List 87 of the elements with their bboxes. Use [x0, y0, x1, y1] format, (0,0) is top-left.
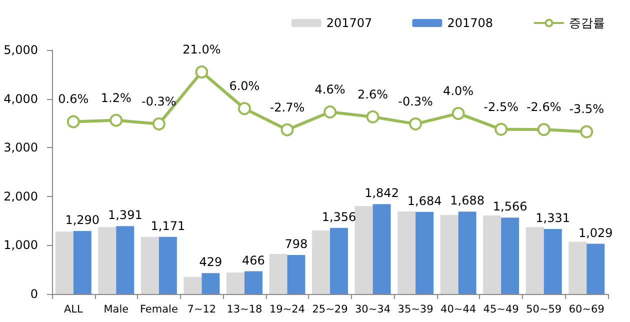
data-label: 1,029: [578, 226, 613, 240]
bar: [226, 272, 244, 294]
bar: [330, 228, 348, 294]
bar: [568, 242, 587, 294]
bar: [416, 212, 434, 294]
x-tick-label: 7~12: [187, 304, 216, 316]
data-label: 1,391: [108, 208, 142, 222]
x-tick-label: 50~59: [526, 304, 562, 316]
bar: [483, 215, 502, 294]
point: [238, 102, 251, 116]
data-label: 1.2%: [100, 90, 132, 105]
bar: [354, 206, 373, 294]
bar: [202, 273, 220, 294]
bar: [526, 227, 544, 294]
x-tick-label: 45~49: [483, 304, 519, 316]
data-label: 0.6%: [58, 92, 89, 106]
data-label: 4.0%: [443, 84, 474, 98]
point: [324, 105, 336, 118]
bar: [140, 236, 159, 294]
x-tick-label: 25~29: [312, 304, 348, 316]
data-label: -0.3%: [142, 94, 176, 108]
x-tick-label: Female: [140, 304, 178, 316]
y-tick-label: 3,000: [4, 140, 38, 155]
x-tick-label: ALL: [64, 304, 83, 316]
bar: [73, 231, 92, 294]
data-label: 1,356: [322, 210, 356, 224]
data-label: 1,566: [492, 200, 528, 214]
data-label: 1,171: [150, 218, 186, 233]
y-tick-label: 0: [30, 287, 38, 301]
point: [366, 110, 380, 124]
data-label: 1,842: [364, 186, 399, 200]
y-tick-label: 4,000: [4, 92, 38, 106]
point: [537, 123, 550, 136]
point: [110, 114, 123, 127]
data-label: 1,688: [450, 194, 484, 208]
point: [280, 123, 294, 136]
point: [452, 106, 465, 120]
bar: [244, 271, 262, 294]
data-label: 466: [242, 253, 265, 268]
bar: [184, 276, 202, 294]
point: [409, 117, 422, 130]
bar: [158, 236, 177, 294]
data-label: 4.6%: [314, 82, 346, 96]
data-label: -3.5%: [569, 102, 604, 116]
data-label: -0.3%: [398, 94, 433, 108]
point: [580, 125, 594, 138]
x-tick-label: Male: [104, 304, 129, 316]
bar: [269, 254, 288, 294]
y-tick-label: 2,000: [4, 189, 38, 204]
bar: [98, 227, 116, 294]
point: [494, 122, 508, 136]
bar: [312, 230, 330, 294]
y-tick-label: 5,000: [4, 43, 38, 57]
bar: [116, 226, 134, 294]
bar: [458, 212, 476, 294]
legend-label: 증감률: [569, 16, 605, 30]
x-tick-label: 30~34: [355, 304, 391, 316]
y-tick-label: 1,000: [4, 238, 38, 252]
bar: [440, 214, 458, 294]
data-label: 1,290: [65, 213, 100, 228]
bar: [501, 218, 520, 294]
bar: [287, 255, 306, 294]
data-label: 798: [284, 237, 308, 252]
data-label: 1,331: [536, 211, 570, 226]
x-tick-label: 35~39: [398, 304, 434, 316]
point: [195, 65, 208, 78]
data-label: 429: [199, 255, 222, 270]
data-label: -2.6%: [526, 100, 562, 114]
x-tick-label: 13~18: [226, 304, 262, 316]
point: [66, 115, 80, 128]
data-label: -2.5%: [484, 100, 518, 114]
x-tick-label: 40~44: [440, 304, 476, 316]
data-label: 2.6%: [358, 87, 388, 102]
bar: [586, 244, 605, 294]
x-tick-label: 19~24: [269, 304, 306, 316]
legend-label: 201708: [447, 16, 494, 30]
data-label: -2.7%: [270, 100, 305, 114]
legend-label: 201707: [326, 16, 372, 30]
data-label: 1,684: [407, 194, 442, 208]
data-label: 6.0%: [229, 79, 260, 94]
bar: [398, 212, 416, 294]
bar: [55, 232, 74, 294]
data-label: 21.0%: [182, 42, 221, 56]
point: [152, 117, 166, 130]
x-tick-label: 60~69: [568, 304, 604, 316]
bar: [544, 229, 562, 294]
bar: [372, 204, 391, 294]
